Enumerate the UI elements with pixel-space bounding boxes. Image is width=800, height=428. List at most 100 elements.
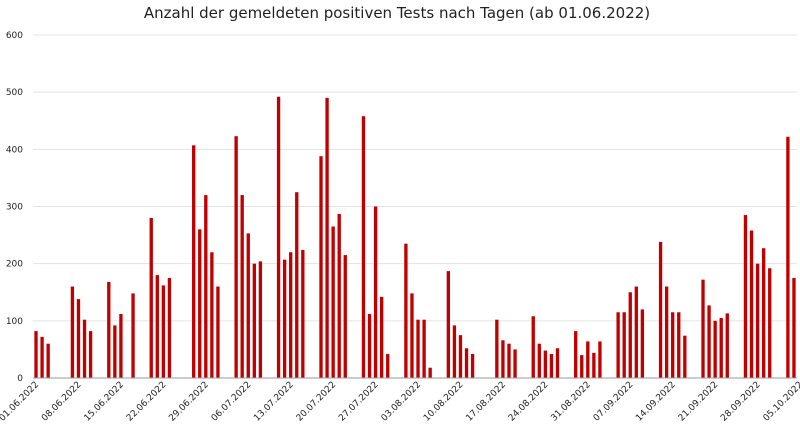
bar <box>768 268 772 378</box>
bar <box>719 317 723 378</box>
bar <box>531 316 535 378</box>
bar <box>416 319 420 378</box>
bar <box>549 353 554 378</box>
bar <box>240 195 244 378</box>
bar <box>367 313 372 378</box>
bar <box>422 319 426 378</box>
bar <box>379 296 384 378</box>
bar <box>319 156 323 378</box>
x-tick-label: 03.08.2022 <box>380 380 424 424</box>
x-tick-label: 14.09.2022 <box>634 380 678 424</box>
bar <box>216 286 220 378</box>
bar <box>234 136 238 378</box>
y-tick-label: 500 <box>6 88 23 98</box>
y-tick-label: 300 <box>6 203 23 213</box>
bar <box>743 215 748 378</box>
bar <box>664 286 669 378</box>
bar <box>155 275 159 378</box>
bar <box>404 243 408 378</box>
bar <box>598 341 602 378</box>
bar <box>555 348 560 378</box>
bars <box>34 96 796 379</box>
bar <box>34 331 38 378</box>
bar <box>792 277 796 378</box>
x-tick-label: 21.09.2022 <box>677 380 721 424</box>
bar <box>628 292 632 378</box>
bar <box>70 286 75 378</box>
bar <box>507 343 511 378</box>
x-tick-label: 13.07.2022 <box>252 380 296 424</box>
x-tick-label: 10.08.2022 <box>422 380 466 424</box>
bar <box>325 97 329 378</box>
bar <box>458 335 463 379</box>
bar <box>113 325 117 378</box>
bar <box>713 320 717 378</box>
bar <box>634 286 638 378</box>
bar <box>501 340 505 378</box>
bar <box>210 252 214 378</box>
bar <box>252 263 256 378</box>
y-tick-label: 600 <box>6 31 23 41</box>
x-tick-label: 27.07.2022 <box>337 380 381 424</box>
gridlines <box>33 34 797 322</box>
bar <box>470 353 475 378</box>
bar <box>343 255 347 378</box>
bar <box>373 206 378 378</box>
bar <box>707 305 711 378</box>
bar <box>464 348 469 378</box>
bar <box>725 313 729 378</box>
bar <box>295 192 299 378</box>
bar <box>671 312 675 378</box>
bar <box>386 353 390 378</box>
bar <box>192 145 196 378</box>
bar <box>40 336 44 378</box>
bar <box>167 277 172 378</box>
x-tick-label: 28.09.2022 <box>719 380 763 424</box>
bar <box>495 319 499 378</box>
bar <box>246 233 250 378</box>
bar <box>282 259 287 378</box>
bar <box>786 136 790 378</box>
y-axis-ticks: 0 100 200 300 400 500 600 <box>6 31 23 384</box>
bar <box>119 313 123 378</box>
bar <box>537 343 541 378</box>
y-tick-label: 100 <box>6 317 23 327</box>
x-tick-label: 05.10.2022 <box>762 380 800 424</box>
bar <box>161 285 166 378</box>
x-tick-label: 15.06.2022 <box>83 380 127 424</box>
x-tick-label: 01.06.2022 <box>0 380 41 424</box>
bar <box>592 352 596 378</box>
bar <box>452 325 457 378</box>
x-tick-label: 24.08.2022 <box>507 380 551 424</box>
bar <box>580 355 584 378</box>
x-tick-label: 08.06.2022 <box>40 380 84 424</box>
bar <box>658 241 663 378</box>
bar <box>677 312 681 378</box>
bar <box>337 213 341 378</box>
bar <box>131 293 135 378</box>
bar <box>701 279 705 378</box>
x-tick-label: 22.06.2022 <box>125 380 169 424</box>
x-tick-label: 07.09.2022 <box>592 380 636 424</box>
bar <box>46 343 50 378</box>
x-tick-label: 31.08.2022 <box>549 380 593 424</box>
bar <box>574 331 578 378</box>
bar <box>640 309 645 378</box>
bar <box>76 299 81 378</box>
x-tick-label: 29.06.2022 <box>167 380 211 424</box>
bar <box>301 249 305 378</box>
bar <box>198 229 202 378</box>
bar <box>410 293 414 378</box>
bar <box>204 195 208 378</box>
bar <box>761 248 766 378</box>
bar <box>622 312 626 378</box>
bar <box>107 281 111 378</box>
x-tick-label: 20.07.2022 <box>295 380 339 424</box>
x-tick-label: 17.08.2022 <box>465 380 509 424</box>
bar <box>82 319 87 378</box>
x-tick-label: 06.07.2022 <box>210 380 254 424</box>
y-tick-label: 200 <box>6 260 23 270</box>
bar <box>331 226 335 378</box>
y-tick-label: 400 <box>6 145 23 155</box>
